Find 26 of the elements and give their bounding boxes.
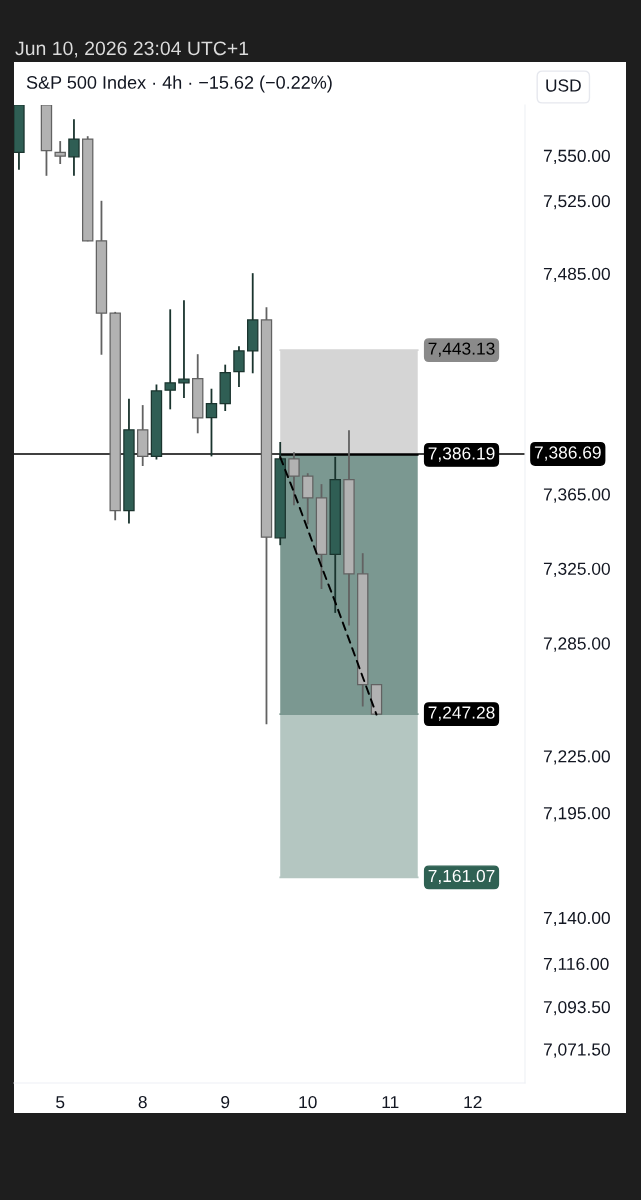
y-tick-label: 7,485.00 <box>543 267 610 283</box>
y-tick-label: 7,116.00 <box>543 957 609 973</box>
y-tick-label: 7,093.50 <box>543 1000 610 1016</box>
x-tick-label: 9 <box>221 1095 230 1109</box>
x-tick-label: 8 <box>138 1095 147 1109</box>
y-tick-label: 7,365.00 <box>543 488 610 503</box>
data-label: 7,161.07 <box>428 869 495 885</box>
data-label: 7,443.13 <box>428 342 495 357</box>
data-label: 7,386.19 <box>428 447 495 462</box>
y-tick-label: 7,285.00 <box>543 637 610 652</box>
text: Jun 10, 2026 23:04 UTC+1 <box>15 41 249 58</box>
y-tick-label: 7,225.00 <box>543 750 610 765</box>
y-tick-label: 7,071.50 <box>543 1043 610 1058</box>
chart-title: S&P 500 Index · 4h · −15.62 (−0.22%) <box>26 75 332 93</box>
x-tick-label: 11 <box>382 1096 399 1109</box>
y-tick-label: 7,195.00 <box>543 807 610 822</box>
y-tick-label: 7,525.00 <box>543 194 610 210</box>
x-tick-label: 10 <box>299 1095 317 1109</box>
y-tick-label: 7,325.00 <box>543 562 610 577</box>
data-label: 7,247.28 <box>428 706 495 721</box>
ref-line-label: 7,386.69 <box>534 446 601 461</box>
x-tick-label: 12 <box>464 1095 482 1109</box>
y-tick-label: 7,140.00 <box>543 911 610 927</box>
x-tick-label: 5 <box>56 1096 65 1109</box>
y-axis-title: USD <box>546 79 581 92</box>
y-tick-label: 7,550.00 <box>543 149 610 165</box>
